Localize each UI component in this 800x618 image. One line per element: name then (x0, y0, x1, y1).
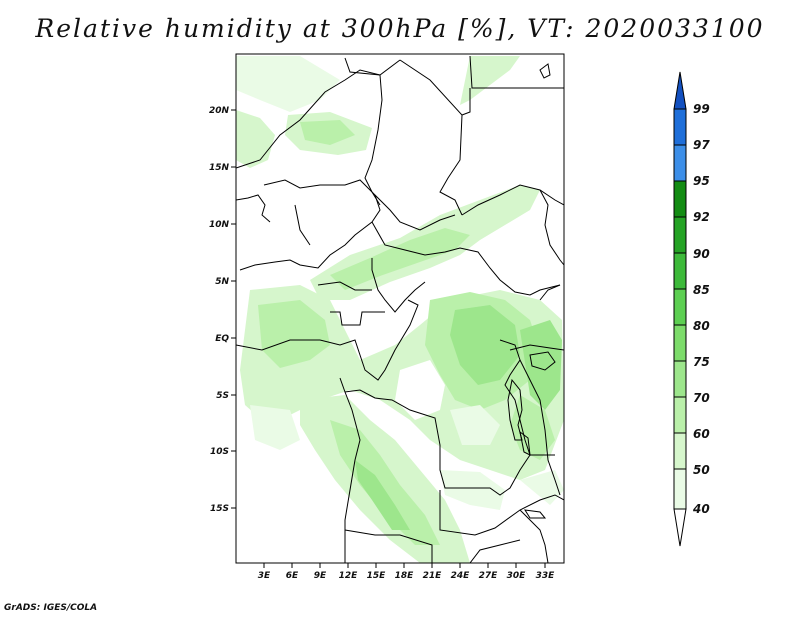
colorbar-label: 90 (693, 247, 710, 261)
lon-label: 6E (286, 571, 299, 581)
colorbar-segment (673, 144, 687, 182)
lat-label: 5N (215, 277, 229, 287)
colorbar-label: 70 (693, 391, 710, 405)
lat-label: 10N (209, 220, 230, 230)
lat-label: 10S (210, 447, 229, 457)
colorbar-label: 92 (693, 210, 710, 224)
credit-text: GrADS: IGES/COLA (4, 603, 98, 613)
colorbar-label: 97 (693, 138, 710, 152)
colorbar-segment (673, 288, 687, 326)
colorbar-segment (673, 216, 687, 254)
colorbar-label: 85 (693, 283, 710, 297)
chart-title: Relative humidity at 300hPa [%], VT: 202… (35, 14, 765, 43)
colorbar-label: 50 (693, 463, 710, 477)
colorbar-label: 99 (693, 102, 710, 116)
colorbar-segment (673, 468, 687, 510)
colorbar-segment (673, 324, 687, 362)
country-boundaries (236, 55, 564, 563)
longitude-axis: 3E 6E 9E 12E 15E 18E 21E 24E 27E 30E 33E (258, 563, 555, 581)
lon-label: 18E (395, 571, 415, 581)
lon-label: 9E (314, 571, 327, 581)
colorbar-segment (673, 360, 687, 398)
lake-outlines (507, 63, 556, 519)
lon-label: 21E (423, 571, 443, 581)
colorbar-label: 40 (692, 502, 710, 516)
colorbar: 99 97 95 92 90 85 80 75 70 60 50 40 (673, 71, 710, 547)
lon-label: 15E (367, 571, 387, 581)
lon-label: 3E (258, 571, 271, 581)
colorbar-label: 95 (693, 174, 710, 188)
humidity-shading (236, 56, 564, 563)
lon-label: 30E (507, 571, 527, 581)
lon-label: 33E (536, 571, 556, 581)
colorbar-bottom-arrow (673, 508, 687, 547)
lon-label: 12E (339, 571, 359, 581)
colorbar-segment (673, 252, 687, 290)
colorbar-top-arrow (673, 71, 687, 110)
lat-label: 5S (216, 391, 229, 401)
colorbar-label: 80 (693, 319, 710, 333)
map-frame (235, 53, 565, 564)
colorbar-label: 75 (693, 355, 710, 369)
colorbar-segment (673, 108, 687, 146)
lat-label: 20N (209, 106, 230, 116)
lat-label: 15N (209, 163, 230, 173)
lon-label: 27E (479, 571, 499, 581)
colorbar-label: 60 (693, 427, 710, 441)
latitude-axis: 20N 15N 10N 5N EQ 5S 10S 15S (209, 106, 236, 514)
colorbar-segment (673, 180, 687, 218)
colorbar-segment (673, 432, 687, 470)
lat-label: EQ (215, 334, 229, 344)
lon-label: 24E (451, 571, 471, 581)
colorbar-segment (673, 396, 687, 434)
lat-label: 15S (210, 504, 229, 514)
